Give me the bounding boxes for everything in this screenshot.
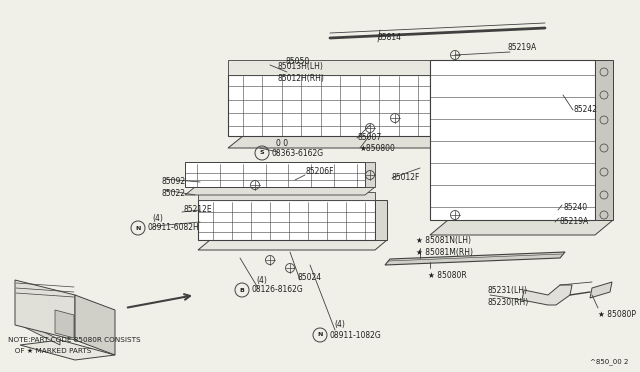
- Polygon shape: [385, 252, 565, 265]
- Text: 85231(LH): 85231(LH): [488, 286, 528, 295]
- Text: 08911-6082H: 08911-6082H: [147, 224, 199, 232]
- Text: 0 0: 0 0: [276, 138, 288, 148]
- Text: 85050: 85050: [285, 58, 309, 67]
- Text: (4): (4): [152, 214, 163, 222]
- Text: 85240: 85240: [563, 203, 587, 212]
- Polygon shape: [430, 220, 613, 235]
- Polygon shape: [55, 310, 74, 338]
- Polygon shape: [185, 187, 375, 195]
- Text: 85219A: 85219A: [508, 44, 537, 52]
- Polygon shape: [75, 295, 115, 355]
- Text: 85012H(RH): 85012H(RH): [278, 74, 325, 83]
- Text: (4): (4): [334, 321, 345, 330]
- Text: ★ 85081N(LH): ★ 85081N(LH): [416, 237, 471, 246]
- Polygon shape: [590, 282, 612, 298]
- Polygon shape: [595, 60, 613, 220]
- Polygon shape: [522, 285, 572, 305]
- Text: 85022: 85022: [162, 189, 186, 198]
- Text: ★ 85081M(RH): ★ 85081M(RH): [416, 247, 473, 257]
- Polygon shape: [198, 240, 387, 250]
- Text: 85007: 85007: [358, 132, 382, 141]
- Polygon shape: [185, 162, 365, 187]
- Text: B: B: [239, 288, 244, 292]
- Text: OF ★ MARKED PARTS: OF ★ MARKED PARTS: [8, 348, 92, 354]
- Text: NOTE:PART CODE 85080R CONSISTS: NOTE:PART CODE 85080R CONSISTS: [8, 337, 141, 343]
- Text: 85206F: 85206F: [305, 167, 333, 176]
- Polygon shape: [430, 60, 595, 220]
- Text: ★850800: ★850800: [360, 144, 396, 153]
- Polygon shape: [228, 60, 430, 75]
- Text: 85212E: 85212E: [183, 205, 212, 215]
- Text: 85024: 85024: [297, 273, 321, 282]
- Text: 85219A: 85219A: [560, 218, 589, 227]
- Text: (4): (4): [256, 276, 267, 285]
- Text: 85013H(LH): 85013H(LH): [278, 62, 324, 71]
- Text: ★ 85080P: ★ 85080P: [598, 310, 636, 318]
- Text: 85814: 85814: [378, 33, 402, 42]
- Text: ^850_00 2: ^850_00 2: [590, 359, 628, 365]
- Polygon shape: [198, 200, 375, 240]
- Text: N: N: [135, 225, 141, 231]
- Text: 85092: 85092: [162, 177, 186, 186]
- Polygon shape: [20, 320, 60, 345]
- Polygon shape: [20, 340, 115, 360]
- Polygon shape: [198, 192, 375, 200]
- Polygon shape: [228, 136, 445, 148]
- Text: S: S: [260, 151, 264, 155]
- Text: 85012F: 85012F: [392, 173, 420, 183]
- Text: 08363-6162G: 08363-6162G: [271, 148, 323, 157]
- Text: 08911-1082G: 08911-1082G: [329, 330, 381, 340]
- Polygon shape: [15, 280, 75, 340]
- Text: N: N: [317, 333, 323, 337]
- Text: 08126-8162G: 08126-8162G: [251, 285, 303, 295]
- Polygon shape: [228, 75, 430, 136]
- Text: 85230(RH): 85230(RH): [488, 298, 529, 307]
- Text: 85242: 85242: [574, 106, 598, 115]
- Polygon shape: [375, 200, 387, 240]
- Text: ★ 85080R: ★ 85080R: [428, 270, 467, 279]
- Polygon shape: [365, 162, 375, 187]
- Polygon shape: [430, 75, 445, 136]
